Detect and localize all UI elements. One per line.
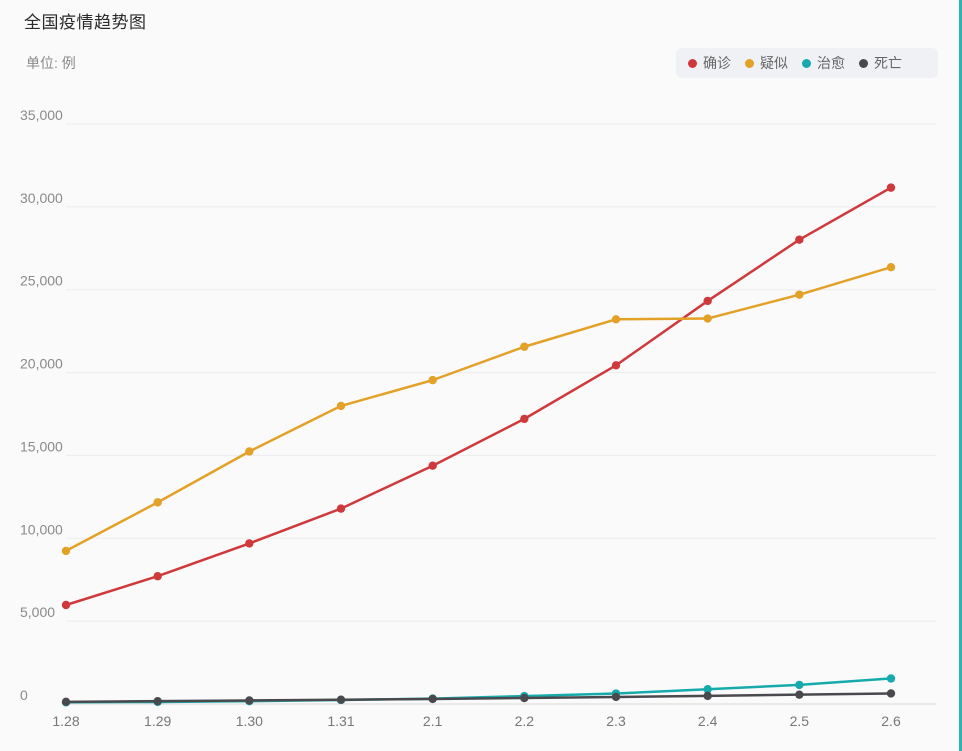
right-border — [959, 0, 962, 751]
series-死亡-point — [61, 697, 71, 707]
series-死亡-point — [428, 694, 437, 704]
series-确诊-point — [245, 539, 254, 548]
series-确诊-point — [886, 183, 896, 192]
series-疑似-point — [245, 447, 254, 456]
x-tick-label: 2.6 — [881, 713, 901, 729]
series-疑似-point — [886, 262, 896, 272]
x-tick-label: 1.29 — [144, 713, 171, 729]
series-疑似-point — [795, 290, 804, 299]
series-死亡-point — [703, 691, 712, 701]
x-tick-label: 1.31 — [327, 713, 354, 729]
series-疑似-line — [65, 265, 892, 553]
legend-label: 疑似 — [760, 55, 788, 71]
legend-item[interactable]: 治愈 — [802, 53, 845, 73]
series-确诊-point — [795, 235, 804, 244]
legend-label: 确诊 — [703, 55, 731, 71]
legend-item[interactable]: 确诊 — [688, 53, 731, 73]
y-tick-label: 10,000 — [20, 521, 63, 537]
series-确诊-point — [428, 461, 437, 470]
series-治愈-point — [795, 680, 804, 690]
y-tick-label: 25,000 — [20, 273, 63, 289]
series-死亡-point — [153, 696, 162, 706]
legend-dot-icon — [802, 58, 811, 68]
series-疑似-point — [428, 375, 437, 385]
legend-item[interactable]: 疑似 — [745, 53, 788, 73]
y-tick-label: 20,000 — [20, 356, 63, 372]
legend-label: 死亡 — [874, 55, 902, 71]
legend-dot-icon — [859, 58, 868, 68]
legend-item[interactable]: 死亡 — [859, 53, 902, 73]
series-治愈-point — [886, 674, 896, 683]
x-tick-label: 1.30 — [236, 713, 263, 729]
x-tick-label: 2.1 — [423, 713, 443, 729]
series-死亡-point — [886, 689, 896, 698]
legend-dot-icon — [688, 58, 697, 68]
series-确诊-point — [153, 572, 162, 581]
series-确诊-point — [336, 504, 346, 513]
series-疑似-point — [703, 314, 712, 323]
series-死亡-point — [611, 692, 621, 702]
series-死亡-point — [795, 690, 804, 699]
series-治愈-point — [703, 685, 712, 694]
series-确诊-point — [611, 361, 621, 370]
chart-title: 全国疫情趋势图 — [24, 13, 147, 32]
legend-dot-icon — [745, 58, 754, 68]
series-死亡-point — [336, 695, 346, 704]
series-死亡-point — [520, 693, 529, 703]
series-疑似-point — [611, 315, 621, 324]
y-tick-label: 35,000 — [20, 107, 63, 123]
y-tick-label: 30,000 — [20, 190, 63, 206]
y-tick-label: 5,000 — [20, 604, 55, 620]
x-tick-label: 2.3 — [606, 713, 626, 729]
x-tick-label: 1.28 — [52, 713, 79, 729]
series-疑似-point — [153, 498, 162, 507]
x-tick-label: 2.4 — [698, 713, 718, 729]
y-tick-label: 15,000 — [20, 438, 63, 454]
series-确诊-line — [65, 186, 892, 607]
chart-legend: 确诊 疑似 治愈 死亡 — [676, 48, 938, 78]
unit-label: 单位: 例 — [26, 55, 76, 71]
series-确诊-point — [520, 414, 529, 424]
y-tick-label: 0 — [20, 687, 28, 703]
x-tick-label: 2.2 — [515, 713, 535, 729]
series-确诊-point — [61, 600, 71, 610]
series-确诊-point — [703, 296, 712, 306]
x-tick-label: 2.5 — [790, 713, 810, 729]
series-疑似-point — [336, 401, 346, 411]
series-疑似-point — [61, 546, 71, 556]
series-死亡-point — [245, 696, 254, 705]
legend-label: 治愈 — [817, 55, 845, 71]
series-疑似-point — [520, 342, 529, 351]
series-死亡-line — [65, 692, 892, 704]
